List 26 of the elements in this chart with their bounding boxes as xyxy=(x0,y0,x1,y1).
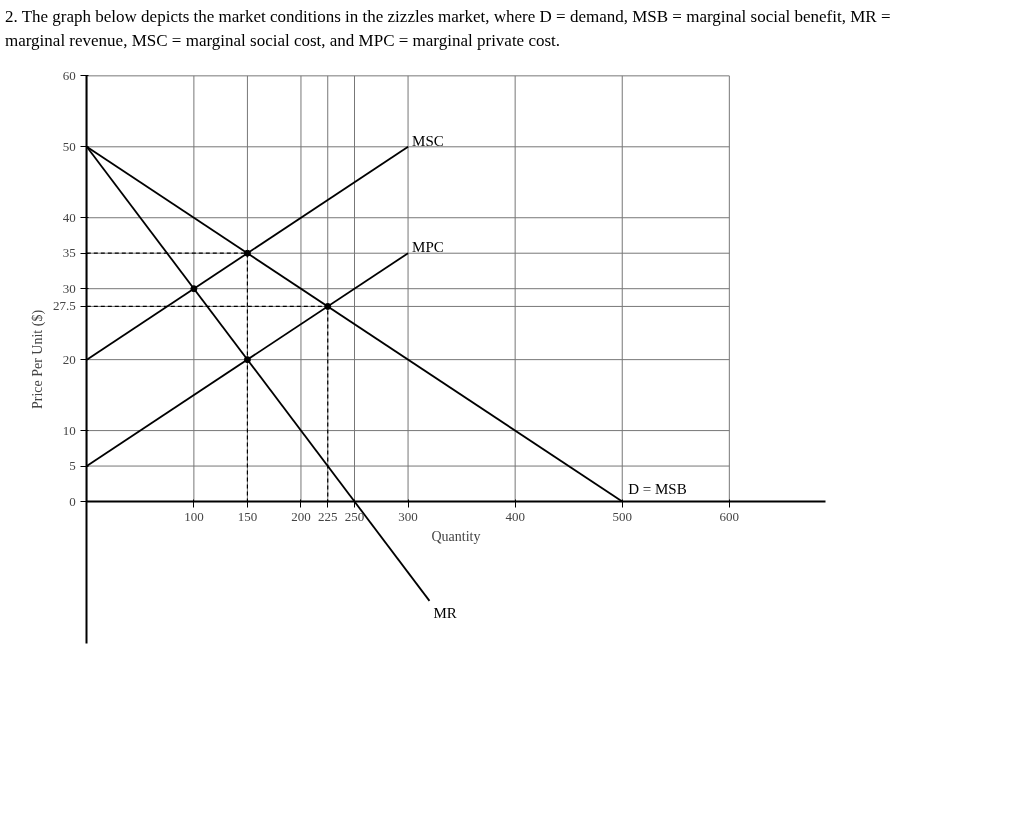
y-tick-label: 20 xyxy=(62,351,76,367)
x-tick-label: 600 xyxy=(719,508,740,524)
y-tick-label: 5 xyxy=(69,457,76,473)
y-tick-label: 30 xyxy=(62,280,76,296)
y-tick-label: 10 xyxy=(62,422,76,438)
y-tick-label: 60 xyxy=(62,67,76,83)
y-tick-label: 40 xyxy=(62,209,76,225)
y-axis-title: Price Per Unit ($) xyxy=(29,309,46,409)
x-tick-label: 500 xyxy=(612,508,632,524)
y-tick-label: 27.5 xyxy=(53,297,76,313)
x-tick-label: 200 xyxy=(291,508,311,524)
x-tick-label: 300 xyxy=(398,508,418,524)
series-label: D = MSB xyxy=(628,480,687,497)
series-label: MSC xyxy=(412,132,444,149)
x-tick-label: 150 xyxy=(237,508,258,524)
x-tick-label: 250 xyxy=(344,508,365,524)
chart-title: 2. The graph below depicts the market conditions in the zizzles market, where D = demand, MSB = marginal social benefit, MR = marginal revenue, MSC = marginal social cost, and MPC = marginal private cost. xyxy=(5,6,892,53)
y-tick-label: 0 xyxy=(69,493,76,509)
x-tick-label: 225 xyxy=(317,508,338,524)
y-tick-label: 35 xyxy=(62,244,76,260)
series-label: MPC xyxy=(412,238,444,255)
x-axis-title: Quantity xyxy=(431,528,481,544)
x-tick-label: 100 xyxy=(184,508,204,524)
y-tick-label: 50 xyxy=(62,138,76,154)
series-label: MR xyxy=(433,604,457,621)
x-tick-label: 400 xyxy=(505,508,525,524)
